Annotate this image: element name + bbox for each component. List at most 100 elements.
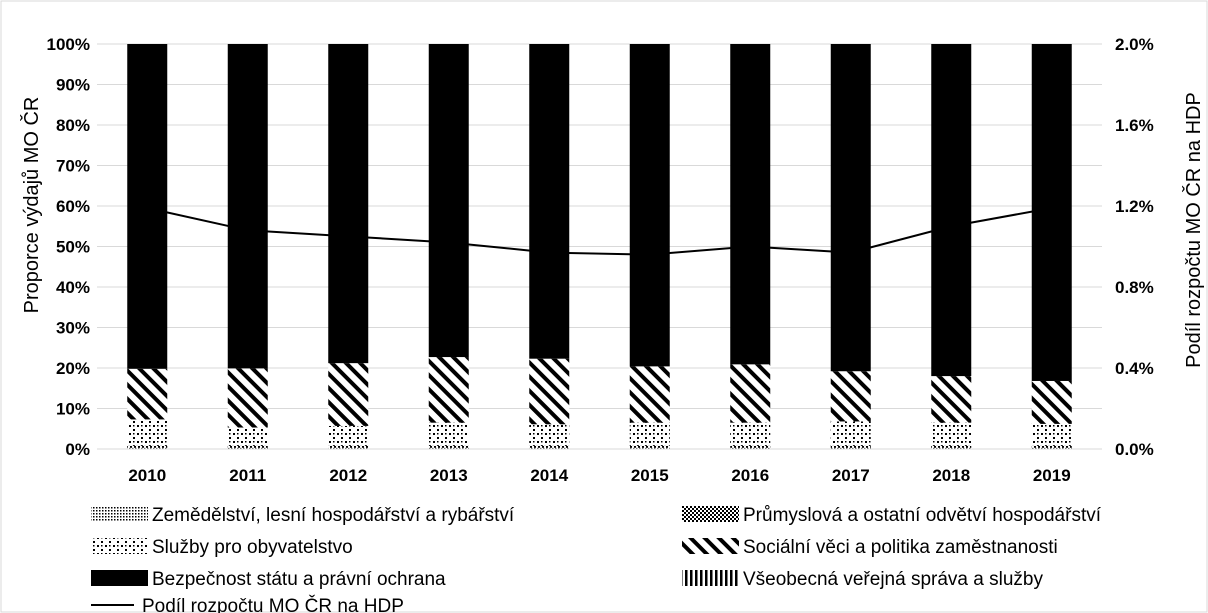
legend-label: Služby pro obyvatelstvo (152, 537, 353, 558)
y-tick-label: 100% (47, 35, 90, 54)
bar-segment (328, 363, 369, 426)
x-tick-label: 2015 (631, 466, 669, 485)
y-tick-label: 0% (65, 440, 90, 459)
bar-segment (127, 445, 168, 448)
legend-label: Všeobecná veřejná správa a služby (743, 569, 1043, 590)
y2-tick-label: 1.2% (1115, 197, 1154, 216)
y-tick-label: 20% (56, 359, 90, 378)
legend-label: Sociální věci a politika zaměstnanosti (743, 537, 1058, 558)
y-tick-label: 40% (56, 278, 90, 297)
bar-segment (629, 366, 670, 423)
y-tick-label: 70% (56, 157, 90, 176)
y-tick-label: 30% (56, 319, 90, 338)
legend-label: Podíl rozpočtu MO ČR na HDP (142, 595, 404, 613)
legend-swatch (682, 570, 739, 586)
line-series (147, 207, 1052, 256)
legend-label: Bezpečnost státu a právní ochrana (152, 569, 446, 590)
bar-segment (127, 419, 168, 446)
bar-segment (227, 44, 268, 369)
x-tick-label: 2017 (832, 466, 870, 485)
bar-segment (730, 422, 771, 446)
legend-swatch (682, 538, 739, 554)
y-tick-label: 50% (56, 238, 90, 257)
bar-segment (227, 445, 268, 448)
bar-segment (529, 44, 570, 359)
bar-segment (227, 427, 268, 446)
x-tick-label: 2011 (229, 466, 266, 485)
y-tick-label: 10% (56, 400, 90, 419)
bar-segment (428, 44, 469, 358)
y2-axis-ticks: 0.0% 0.4% 0.8% 1.2% 1.6% 2.0% (1115, 35, 1154, 459)
x-tick-label: 2013 (430, 466, 468, 485)
bar-segment (1031, 380, 1072, 424)
y-axis-ticks: 0% 10% 20% 30% 40% 50% 60% 70% 80% 90% 100% (47, 35, 90, 459)
bar-segment (529, 447, 570, 449)
bar-segment (931, 422, 972, 446)
y2-tick-label: 0.8% (1115, 278, 1154, 297)
legend-swatch (91, 538, 148, 554)
bar-segment (931, 376, 972, 423)
bar-segment (227, 368, 268, 428)
bar-segment (127, 368, 168, 420)
bars (127, 44, 1072, 449)
bar-segment (529, 358, 570, 425)
y-tick-label: 90% (56, 76, 90, 95)
y2-tick-label: 0.4% (1115, 359, 1154, 378)
bar-segment (830, 421, 871, 446)
bar-segment (629, 44, 670, 367)
bar-segment (730, 364, 771, 423)
bar-segment (629, 422, 670, 446)
y-axis-title: Proporce výdajů MO ČR (20, 97, 43, 314)
bar-segment (1031, 447, 1072, 449)
bar-segment (529, 445, 570, 448)
x-tick-label: 2014 (530, 466, 568, 485)
bar-segment (328, 44, 369, 364)
legend-label: Průmyslová a ostatní odvětví hospodářstv… (743, 505, 1102, 526)
legend-swatch (91, 570, 148, 586)
line-hdp (147, 207, 1052, 256)
x-tick-label: 2019 (1033, 466, 1071, 485)
bar-segment (830, 371, 871, 422)
bar-segment (328, 425, 369, 446)
y-tick-label: 80% (56, 116, 90, 135)
bar-segment (428, 447, 469, 449)
bar-segment (227, 447, 268, 449)
legend-swatch (682, 506, 739, 522)
bar-segment (629, 445, 670, 448)
bar-segment (931, 447, 972, 449)
x-tick-label: 2016 (731, 466, 769, 485)
bar-segment (931, 445, 972, 448)
bar-segment (428, 445, 469, 448)
bar-segment (1031, 44, 1072, 381)
bar-segment (529, 424, 570, 446)
y2-axis-title: Podíl rozpočtu MO ČR na HDP (1182, 92, 1205, 368)
x-tick-label: 2018 (932, 466, 970, 485)
x-axis-ticks: 2010 2011 2012 2013 2014 2015 2016 2017 2018 2019 (128, 466, 1070, 485)
bar-segment (328, 445, 369, 448)
bar-segment (830, 447, 871, 449)
x-tick-label: 2010 (128, 466, 166, 485)
legend-label: Zemědělství, lesní hospodářství a rybářs… (152, 505, 515, 526)
legend: Zemědělství, lesní hospodářství a rybářs… (91, 505, 1102, 613)
bar-segment (1031, 445, 1072, 448)
bar-segment (730, 44, 771, 365)
bar-segment (328, 447, 369, 449)
y2-tick-label: 0.0% (1115, 440, 1154, 459)
bar-segment (1031, 423, 1072, 446)
bar-segment (830, 44, 871, 372)
bar-segment (730, 445, 771, 448)
y-tick-label: 60% (56, 197, 90, 216)
bar-segment (629, 447, 670, 449)
bar-segment (730, 447, 771, 449)
bar-segment (830, 445, 871, 448)
bar-segment (127, 447, 168, 449)
bar-segment (428, 422, 469, 446)
bar-segment (428, 357, 469, 423)
y2-tick-label: 1.6% (1115, 116, 1154, 135)
x-tick-label: 2012 (329, 466, 367, 485)
bar-segment (931, 44, 972, 377)
bar-segment (127, 44, 168, 369)
y2-tick-label: 2.0% (1115, 35, 1154, 54)
